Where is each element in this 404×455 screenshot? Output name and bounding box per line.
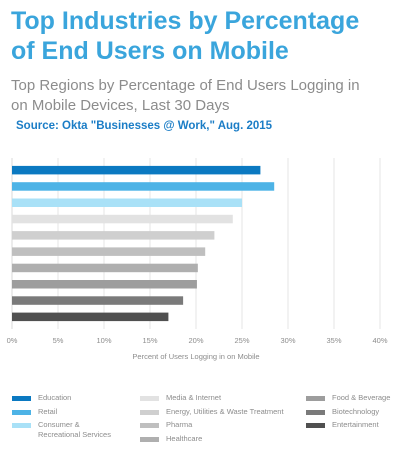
legend-label: Retail bbox=[38, 407, 178, 417]
legend-swatch bbox=[306, 409, 325, 415]
legend-label-line: Pharma bbox=[166, 420, 193, 429]
legend-label: Entertainment bbox=[332, 420, 404, 430]
x-axis-label: Percent of Users Logging in on Mobile bbox=[132, 352, 259, 361]
legend-label-line: Energy, Utilities & Waste Treatment bbox=[166, 406, 284, 416]
legend-label-line: Retail bbox=[38, 406, 58, 416]
bar bbox=[12, 296, 184, 305]
x-tick-label: 5% bbox=[53, 336, 64, 345]
legend-swatch bbox=[12, 396, 31, 401]
legend-swatch bbox=[12, 409, 31, 415]
legend-label-line: Food & Beverage bbox=[332, 393, 391, 402]
chart-title-line-2: of End Users on Mobile bbox=[11, 37, 289, 65]
legend-label: Media & Internet bbox=[166, 393, 306, 403]
legend-swatch bbox=[140, 423, 159, 428]
x-tick-label: 15% bbox=[142, 336, 157, 345]
legend-swatch bbox=[140, 436, 159, 442]
bar bbox=[12, 280, 197, 289]
chart-subtitle-line-1: Top Regions by Percentage of End Users L… bbox=[11, 77, 360, 94]
chart-title-line-1: Top Industries by Percentage bbox=[11, 7, 360, 35]
legend-swatch bbox=[306, 396, 325, 401]
bar bbox=[12, 263, 198, 273]
chart-subtitle-line-2: on Mobile Devices, Last 30 Days bbox=[11, 97, 230, 114]
legend-label: Biotechnology bbox=[332, 407, 404, 417]
legend-swatch bbox=[12, 423, 31, 428]
chart-title: Top Industries by Percentage of End User… bbox=[11, 6, 401, 66]
x-tick-label: 0% bbox=[7, 336, 18, 345]
legend-label: Energy, Utilities & Waste Treatment bbox=[166, 407, 306, 417]
bar bbox=[12, 165, 261, 175]
x-tick-label: 30% bbox=[280, 336, 295, 345]
legend-label-line: Media & Internet bbox=[166, 393, 222, 402]
bar bbox=[12, 247, 206, 256]
bar bbox=[12, 312, 169, 322]
legend-swatch bbox=[140, 409, 159, 415]
legend-label: Education bbox=[38, 393, 178, 403]
legend-label: Food & Beverage bbox=[332, 393, 404, 403]
legend-label-line: Biotechnology bbox=[332, 406, 380, 416]
bar bbox=[12, 231, 215, 240]
x-tick-label: 40% bbox=[372, 336, 387, 345]
legend-label-line: Entertainment bbox=[332, 420, 379, 429]
bar bbox=[12, 198, 242, 207]
legend-label-line: Education bbox=[38, 393, 72, 402]
legend-label: Pharma bbox=[166, 420, 306, 430]
x-tick-label: 10% bbox=[96, 336, 111, 345]
legend-label-line: Recreational Services bbox=[38, 430, 111, 439]
bar bbox=[12, 182, 275, 191]
bar bbox=[12, 214, 233, 224]
bar-chart: 0% 5% 10% 15% 20% 25% 30% 35% 40% Percent of User… bbox=[7, 158, 388, 361]
source-note: Source: Okta "Businesses @ Work," Aug. 2… bbox=[16, 120, 273, 132]
x-tick-label: 25% bbox=[234, 336, 249, 345]
x-tick-label: 20% bbox=[188, 336, 203, 345]
legend-label: Consumer & Recreational Services bbox=[38, 420, 178, 440]
legend-swatch bbox=[140, 396, 159, 401]
legend-swatch bbox=[306, 423, 325, 428]
legend-label: Healthcare bbox=[166, 434, 306, 444]
x-tick-label: 35% bbox=[326, 336, 341, 345]
legend-label-line: Consumer & bbox=[38, 420, 80, 429]
chart-subtitle: Top Regions by Percentage of End Users L… bbox=[11, 76, 401, 116]
legend-label-line: Healthcare bbox=[166, 433, 203, 443]
